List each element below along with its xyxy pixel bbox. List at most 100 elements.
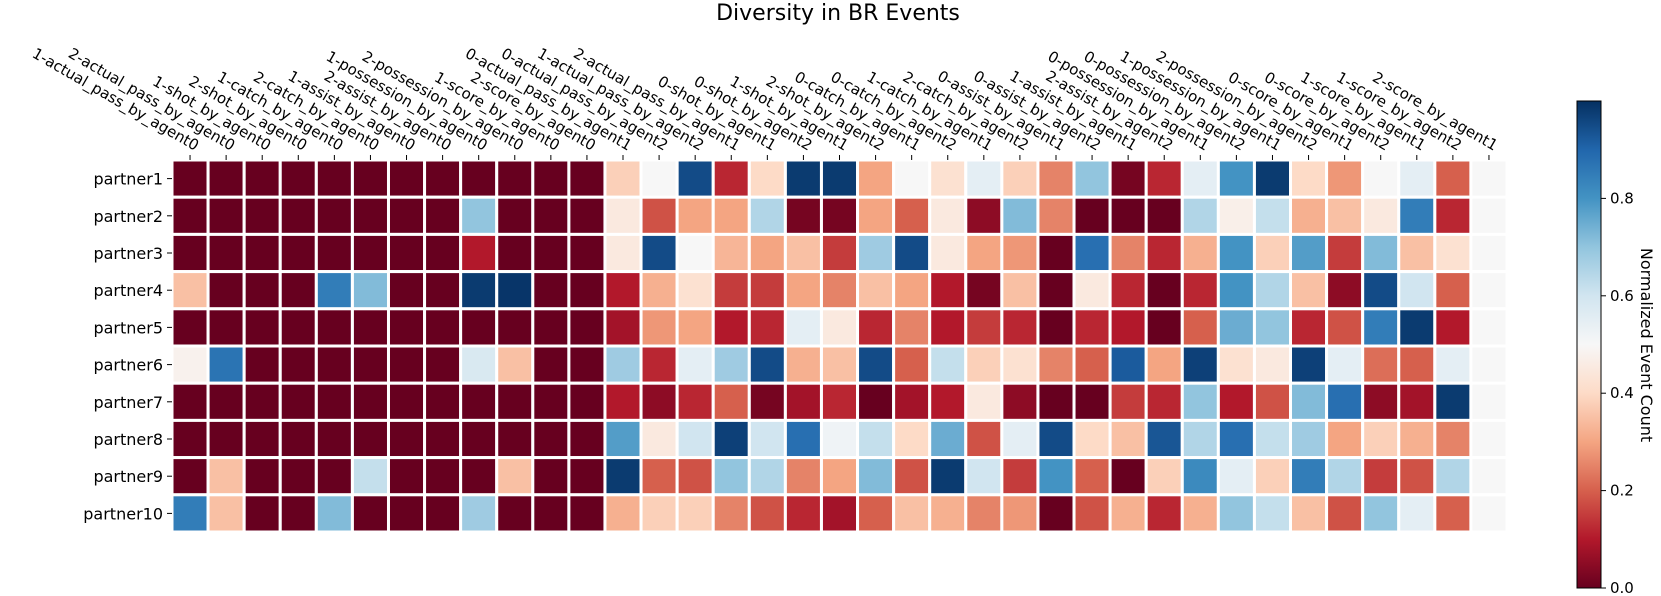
heatmap-cell: [1216, 493, 1256, 534]
heatmap-cell: [1433, 232, 1473, 274]
heatmap-cell: [206, 270, 246, 311]
heatmap-cell: [1072, 493, 1112, 534]
heatmap-cell: [1180, 158, 1220, 199]
heatmap-cell: [242, 232, 282, 274]
heatmap-cell: [747, 456, 787, 497]
heatmap-cell: [892, 270, 932, 311]
heatmap-cell: [1216, 158, 1256, 199]
heatmap-cell: [856, 232, 896, 274]
colorbar-tick-label: 0.6: [1610, 287, 1634, 305]
heatmap-cell: [1180, 418, 1220, 460]
colorbar-tick-label: 0.4: [1610, 384, 1634, 402]
colorbar-tick-label: 0.0: [1610, 579, 1634, 596]
heatmap-cell: [1469, 418, 1509, 460]
heatmap-cell: [350, 307, 390, 348]
heatmap-cell: [603, 381, 643, 422]
heatmap-cell: [928, 195, 968, 236]
heatmap-cell: [603, 232, 643, 274]
heatmap-cell: [1216, 270, 1256, 311]
heatmap-cell: [1072, 381, 1112, 422]
heatmap-cell: [1252, 232, 1293, 274]
heatmap-cell: [1000, 232, 1040, 274]
heatmap-cell: [639, 381, 679, 422]
heatmap-cell: [819, 418, 860, 460]
heatmap-cell: [1433, 418, 1473, 460]
heatmap-cell: [386, 307, 427, 348]
heatmap-cell: [1397, 456, 1437, 497]
heatmap-cell: [639, 307, 679, 348]
heatmap-cell: [783, 418, 823, 460]
heatmap-cell: [1325, 270, 1365, 311]
heatmap-cell: [856, 456, 896, 497]
heatmap-cell: [639, 158, 679, 199]
heatmap-cell: [603, 493, 643, 534]
heatmap-cell: [1325, 307, 1365, 348]
heatmap-cell: [1180, 195, 1220, 236]
row-label: partner2: [93, 207, 163, 226]
heatmap-cell: [964, 270, 1004, 311]
heatmap-cell: [206, 381, 246, 422]
heatmap-cell: [1289, 195, 1329, 236]
heatmap-cell: [1144, 195, 1184, 236]
heatmap-cell: [1252, 418, 1293, 460]
colorbar-ticks: 0.0 0.2 0.4 0.6 0.8: [1601, 189, 1634, 596]
heatmap-cell: [1433, 493, 1473, 534]
heatmap-cell: [783, 344, 823, 385]
heatmap-cell: [675, 270, 715, 311]
row-label: partner4: [93, 281, 163, 300]
heatmap-cell: [603, 418, 643, 460]
heatmap-cell: [964, 232, 1004, 274]
heatmap-cell: [350, 158, 390, 199]
row-label: partner9: [93, 467, 163, 486]
heatmap-cell: [1433, 307, 1473, 348]
heatmap-cell: [531, 195, 571, 236]
heatmap-cell: [423, 344, 463, 385]
heatmap-cell: [206, 158, 246, 199]
heatmap-cell: [1469, 307, 1509, 348]
heatmap-cell: [531, 158, 571, 199]
heatmap-cell: [747, 232, 787, 274]
heatmap-cell: [459, 307, 499, 348]
heatmap-cell: [1361, 158, 1401, 199]
heatmap-cell: [675, 381, 715, 422]
heatmap-cell: [1325, 493, 1365, 534]
heatmap-cell: [1469, 270, 1509, 311]
heatmap-cell: [603, 158, 643, 199]
heatmap-cell: [206, 456, 246, 497]
heatmap-cell: [1216, 418, 1256, 460]
heatmap-cell: [747, 493, 787, 534]
heatmap-cell: [1036, 158, 1076, 199]
heatmap-cell: [603, 195, 643, 236]
heatmap-cell: [423, 270, 463, 311]
heatmap-cell: [423, 456, 463, 497]
heatmap-cell: [1000, 344, 1040, 385]
heatmap-cell: [783, 381, 823, 422]
heatmap-cell: [242, 158, 282, 199]
heatmap-cell: [603, 456, 643, 497]
heatmap-cell: [1325, 418, 1365, 460]
heatmap-cell: [1144, 232, 1184, 274]
heatmap-cell: [1180, 270, 1220, 311]
heatmap-cell: [350, 195, 390, 236]
heatmap-cell: [531, 381, 571, 422]
heatmap-cell: [1072, 232, 1112, 274]
heatmap-cell: [423, 307, 463, 348]
heatmap-cell: [711, 344, 751, 385]
heatmap-cell: [242, 381, 282, 422]
heatmap-cell: [1397, 418, 1437, 460]
heatmap-cell: [856, 158, 896, 199]
heatmap-cell: [386, 381, 427, 422]
heatmap-cell: [964, 307, 1004, 348]
heatmap-cell: [1144, 307, 1184, 348]
heatmap-cell: [711, 493, 751, 534]
heatmap-cell: [819, 158, 860, 199]
heatmap-cell: [711, 232, 751, 274]
heatmap-cell: [170, 307, 210, 348]
heatmap-cell: [1361, 344, 1401, 385]
heatmap-cell: [747, 381, 787, 422]
heatmap-cell: [1108, 456, 1148, 497]
heatmap-cell: [928, 232, 968, 274]
heatmap-cell: [1469, 232, 1509, 274]
heatmap-cell: [1433, 381, 1473, 422]
heatmap-cell: [350, 381, 390, 422]
